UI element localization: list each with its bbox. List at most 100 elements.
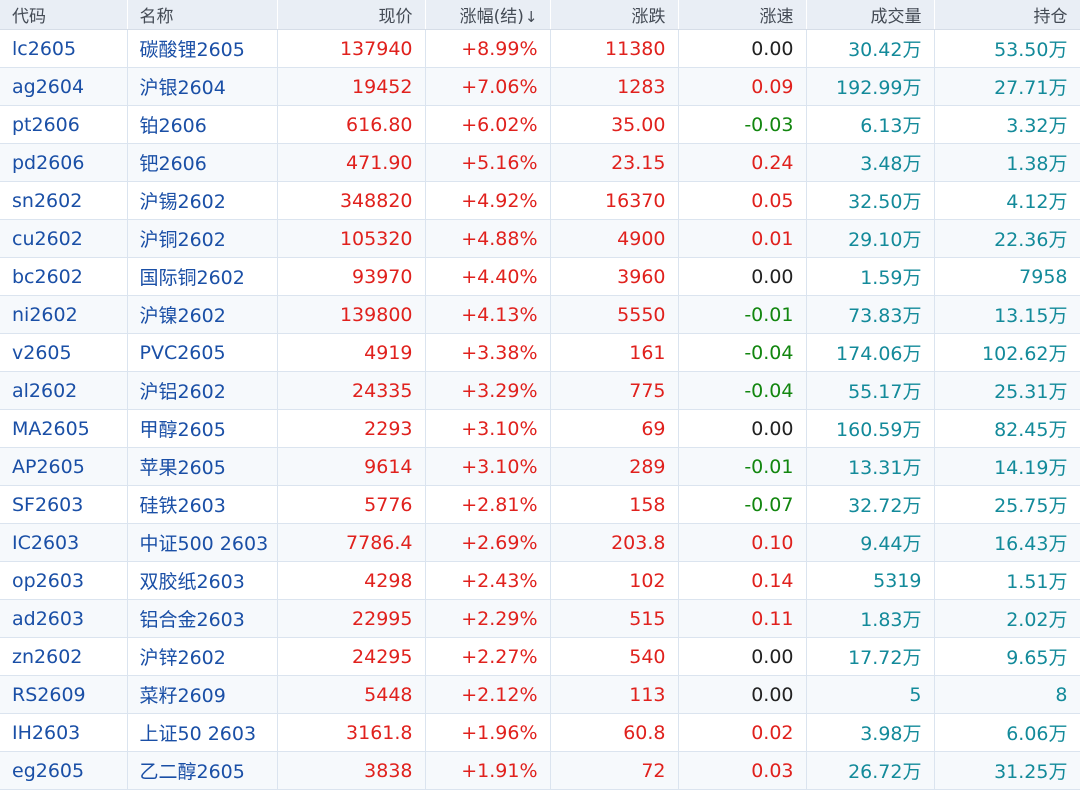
cell-name: 双胶纸2603 [127,561,278,600]
column-header-open-interest-label: 持仓 [1033,7,1068,27]
cell-name: PVC2605 [127,333,278,372]
cell-change-pct: +3.10% [425,409,551,448]
cell-price: 19452 [277,67,426,106]
cell-change: 16370 [550,181,679,220]
table-row[interactable]: v2605 PVC2605 4919 +3.38% 161 -0.04 174.06万 102… [0,333,1080,372]
cell-name: 国际铜2602 [127,257,278,296]
cell-speed: -0.01 [678,447,807,486]
table-row[interactable]: MA2605 甲醇2605 2293 +3.10% 69 0.00 160.59万 82.45… [0,409,1080,448]
cell-change: 11380 [550,29,679,68]
column-header-code[interactable]: 代码 [0,0,128,30]
cell-change: 23.15 [550,143,679,182]
table-row[interactable]: op2603 双胶纸2603 4298 +2.43% 102 0.14 5319 1.51万 [0,561,1080,600]
column-header-change-pct-label: 涨幅(结) [459,7,524,27]
cell-volume: 32.72万 [806,485,935,524]
cell-volume: 6.13万 [806,105,935,144]
table-row[interactable]: bc2602 国际铜2602 93970 +4.40% 3960 0.00 1.59万 795… [0,257,1080,296]
column-header-volume[interactable]: 成交量 [806,0,935,30]
column-header-change[interactable]: 涨跌 [550,0,679,30]
cell-speed: 0.14 [678,561,807,600]
table-row[interactable]: ag2604 沪银2604 19452 +7.06% 1283 0.09 192.99万 27… [0,67,1080,106]
cell-open-interest: 6.06万 [934,713,1080,752]
cell-price: 93970 [277,257,426,296]
cell-change: 5550 [550,295,679,334]
column-header-open-interest[interactable]: 持仓 [934,0,1080,30]
cell-speed: 0.09 [678,67,807,106]
cell-volume: 174.06万 [806,333,935,372]
cell-speed: -0.03 [678,105,807,144]
cell-open-interest: 102.62万 [934,333,1080,372]
table-row[interactable]: cu2602 沪铜2602 105320 +4.88% 4900 0.01 29.10万 22… [0,219,1080,258]
cell-change: 289 [550,447,679,486]
cell-change: 775 [550,371,679,410]
column-header-name-label: 名称 [139,7,174,27]
cell-change-pct: +5.16% [425,143,551,182]
cell-code: MA2605 [0,409,128,448]
cell-name: 碳酸锂2605 [127,29,278,68]
cell-name: 沪银2604 [127,67,278,106]
cell-open-interest: 7958 [934,257,1080,296]
column-header-price[interactable]: 现价 [277,0,426,30]
cell-name: 苹果2605 [127,447,278,486]
cell-name: 沪锌2602 [127,637,278,676]
cell-change: 113 [550,675,679,714]
column-header-change-pct[interactable]: 涨幅(结)↓ [425,0,551,30]
cell-open-interest: 16.43万 [934,523,1080,562]
cell-speed: 0.00 [678,409,807,448]
cell-volume: 160.59万 [806,409,935,448]
table-row[interactable]: ad2603 铝合金2603 22995 +2.29% 515 0.11 1.83万 2.02… [0,599,1080,638]
cell-name: 上证50 2603 [127,713,278,752]
cell-volume: 5319 [806,561,935,600]
cell-price: 2293 [277,409,426,448]
table-row[interactable]: SF2603 硅铁2603 5776 +2.81% 158 -0.07 32.72万 25.7… [0,485,1080,524]
cell-change-pct: +2.27% [425,637,551,676]
cell-name: 沪铝2602 [127,371,278,410]
table-row[interactable]: sn2602 沪锡2602 348820 +4.92% 16370 0.05 32.50万 4… [0,181,1080,220]
cell-open-interest: 9.65万 [934,637,1080,676]
column-header-speed[interactable]: 涨速 [678,0,807,30]
cell-open-interest: 82.45万 [934,409,1080,448]
table-row[interactable]: lc2605 碳酸锂2605 137940 +8.99% 11380 0.00 30.42万… [0,29,1080,68]
cell-code: cu2602 [0,219,128,258]
cell-volume: 9.44万 [806,523,935,562]
table-row[interactable]: pt2606 铂2606 616.80 +6.02% 35.00 -0.03 6.13万 3.… [0,105,1080,144]
cell-code: ag2604 [0,67,128,106]
cell-volume: 17.72万 [806,637,935,676]
table-row[interactable]: zn2602 沪锌2602 24295 +2.27% 540 0.00 17.72万 9.65… [0,637,1080,676]
cell-code: SF2603 [0,485,128,524]
table-header: 代码 名称 现价 涨幅(结)↓ 涨跌 涨速 成交量 持仓 [0,0,1080,30]
table-row[interactable]: al2602 沪铝2602 24335 +3.29% 775 -0.04 55.17万 25.… [0,371,1080,410]
table-row[interactable]: IH2603 上证50 2603 3161.8 +1.96% 60.8 0.02 3.98万… [0,713,1080,752]
cell-open-interest: 31.25万 [934,751,1080,790]
cell-price: 4919 [277,333,426,372]
cell-volume: 1.83万 [806,599,935,638]
cell-change-pct: +2.12% [425,675,551,714]
cell-speed: 0.00 [678,637,807,676]
cell-code: RS2609 [0,675,128,714]
cell-code: sn2602 [0,181,128,220]
cell-name: 沪镍2602 [127,295,278,334]
cell-change: 161 [550,333,679,372]
cell-open-interest: 1.38万 [934,143,1080,182]
cell-price: 139800 [277,295,426,334]
cell-speed: 0.05 [678,181,807,220]
table-row[interactable]: ni2602 沪镍2602 139800 +4.13% 5550 -0.01 73.83万 1… [0,295,1080,334]
cell-name: 沪铜2602 [127,219,278,258]
column-header-name[interactable]: 名称 [127,0,278,30]
cell-change-pct: +2.69% [425,523,551,562]
cell-code: AP2605 [0,447,128,486]
column-header-volume-label: 成交量 [870,7,922,27]
cell-change: 4900 [550,219,679,258]
table-row[interactable]: pd2606 钯2606 471.90 +5.16% 23.15 0.24 3.48万 1.3… [0,143,1080,182]
cell-speed: 0.02 [678,713,807,752]
column-header-change-label: 涨跌 [631,7,666,27]
table-row[interactable]: IC2603 中证500 2603 7786.4 +2.69% 203.8 0.10 9.4… [0,523,1080,562]
cell-code: eg2605 [0,751,128,790]
cell-volume: 3.98万 [806,713,935,752]
table-row[interactable]: AP2605 苹果2605 9614 +3.10% 289 -0.01 13.31万 14.1… [0,447,1080,486]
cell-volume: 1.59万 [806,257,935,296]
table-row[interactable]: RS2609 菜籽2609 5448 +2.12% 113 0.00 5 8 [0,675,1080,714]
cell-name: 甲醇2605 [127,409,278,448]
table-row[interactable]: eg2605 乙二醇2605 3838 +1.91% 72 0.03 26.72万 31.25… [0,751,1080,790]
